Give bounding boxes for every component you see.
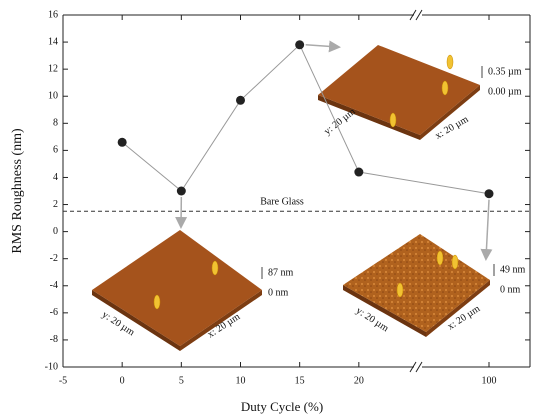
y-tick-label: -6 bbox=[50, 307, 58, 318]
inset-peak bbox=[390, 113, 396, 127]
inset-y-label: y: 20 µm bbox=[322, 106, 358, 137]
y-tick-label: -4 bbox=[50, 280, 58, 291]
y-tick-label: 4 bbox=[53, 172, 58, 183]
x-axis-title: Duty Cycle (%) bbox=[241, 399, 323, 414]
y-tick-label: -8 bbox=[50, 334, 58, 345]
data-point bbox=[177, 187, 186, 196]
data-point bbox=[118, 138, 127, 147]
inset-scale-max: 87 nm bbox=[268, 267, 294, 278]
inset-peak bbox=[447, 55, 453, 69]
inset-peak bbox=[452, 255, 458, 269]
y-tick-label: 12 bbox=[48, 63, 58, 74]
inset-scale-min: 0.00 µm bbox=[488, 86, 522, 97]
y-tick-label: 2 bbox=[53, 199, 58, 210]
chart: Duty Cycle (%) RMS Roughness (nm) -10 -8 -… bbox=[0, 0, 536, 418]
y-tick-label: 6 bbox=[53, 145, 58, 156]
inset-peak bbox=[397, 283, 403, 297]
y-tick-label: 10 bbox=[48, 91, 58, 102]
x-tick-label: -5 bbox=[59, 375, 67, 386]
data-point bbox=[354, 168, 363, 177]
inset-peak bbox=[442, 81, 448, 95]
x-tick-label: 0 bbox=[120, 375, 125, 386]
inset-scale-min: 0 nm bbox=[268, 287, 289, 298]
data-point bbox=[236, 96, 245, 105]
inset-scale-max: 0.35 µm bbox=[488, 66, 522, 77]
arrow bbox=[306, 45, 338, 47]
y-tick-label: -10 bbox=[45, 361, 58, 372]
y-tick-label: 16 bbox=[48, 9, 58, 20]
y-tick-label: 14 bbox=[48, 36, 58, 47]
x-tick-label: 10 bbox=[236, 375, 246, 386]
x-tick-label: 5 bbox=[179, 375, 184, 386]
arrow bbox=[486, 200, 489, 258]
data-point bbox=[485, 189, 494, 198]
inset-scale-min: 0 nm bbox=[500, 284, 521, 295]
x-tick-label: 100 bbox=[482, 375, 497, 386]
inset-peak bbox=[154, 295, 160, 309]
data-point bbox=[295, 40, 304, 49]
inset-peak bbox=[437, 251, 443, 265]
y-axis-title: RMS Roughness (nm) bbox=[10, 128, 25, 254]
x-tick-label: 15 bbox=[295, 375, 305, 386]
y-tick-label: 8 bbox=[53, 118, 58, 129]
inset-peak bbox=[212, 261, 218, 275]
y-tick-label: 0 bbox=[53, 226, 58, 237]
y-tick-label: -2 bbox=[50, 253, 58, 264]
reference-label: Bare Glass bbox=[260, 197, 304, 208]
x-tick-label: 20 bbox=[354, 375, 364, 386]
inset-scale-max: 49 nm bbox=[500, 264, 526, 275]
